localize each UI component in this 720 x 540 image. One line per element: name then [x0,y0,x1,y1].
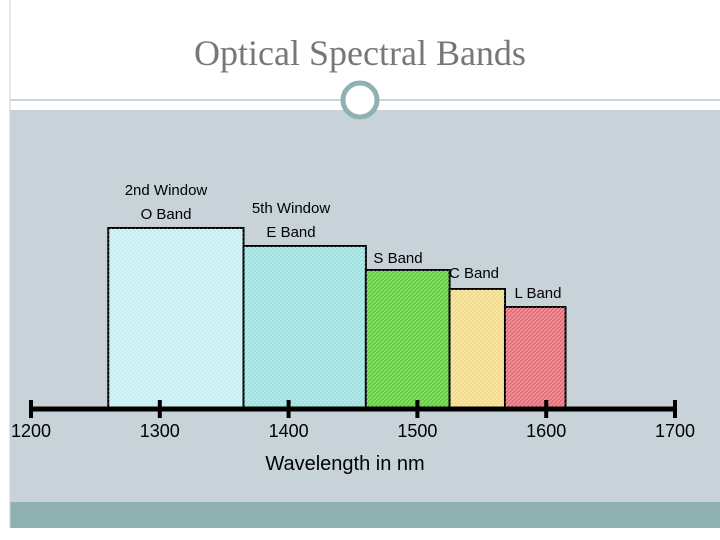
band-label: 2nd Window [125,182,208,199]
title-ornament [340,80,380,120]
x-tick-label: 1600 [526,421,566,441]
x-axis-label: Wavelength in nm [265,453,424,475]
x-tick-label: 1700 [655,421,695,441]
slide-title: Optical Spectral Bands [194,33,526,73]
band-texture [108,228,244,409]
footer-bar [10,502,720,528]
band-texture [365,270,450,409]
x-tick-label: 1300 [140,421,180,441]
band-label: E Band [266,224,315,241]
band-texture [243,246,366,409]
band-label: O Band [141,206,192,223]
band-label: 5th Window [252,200,331,217]
band-label: C Band [449,265,499,282]
band-texture [449,289,505,409]
band-texture [504,307,566,409]
x-tick-label: 1400 [269,421,309,441]
x-tick-label: 1500 [397,421,437,441]
x-tick-label: 1200 [11,421,51,441]
band-label: L Band [515,285,562,302]
band-label: S Band [373,250,422,267]
